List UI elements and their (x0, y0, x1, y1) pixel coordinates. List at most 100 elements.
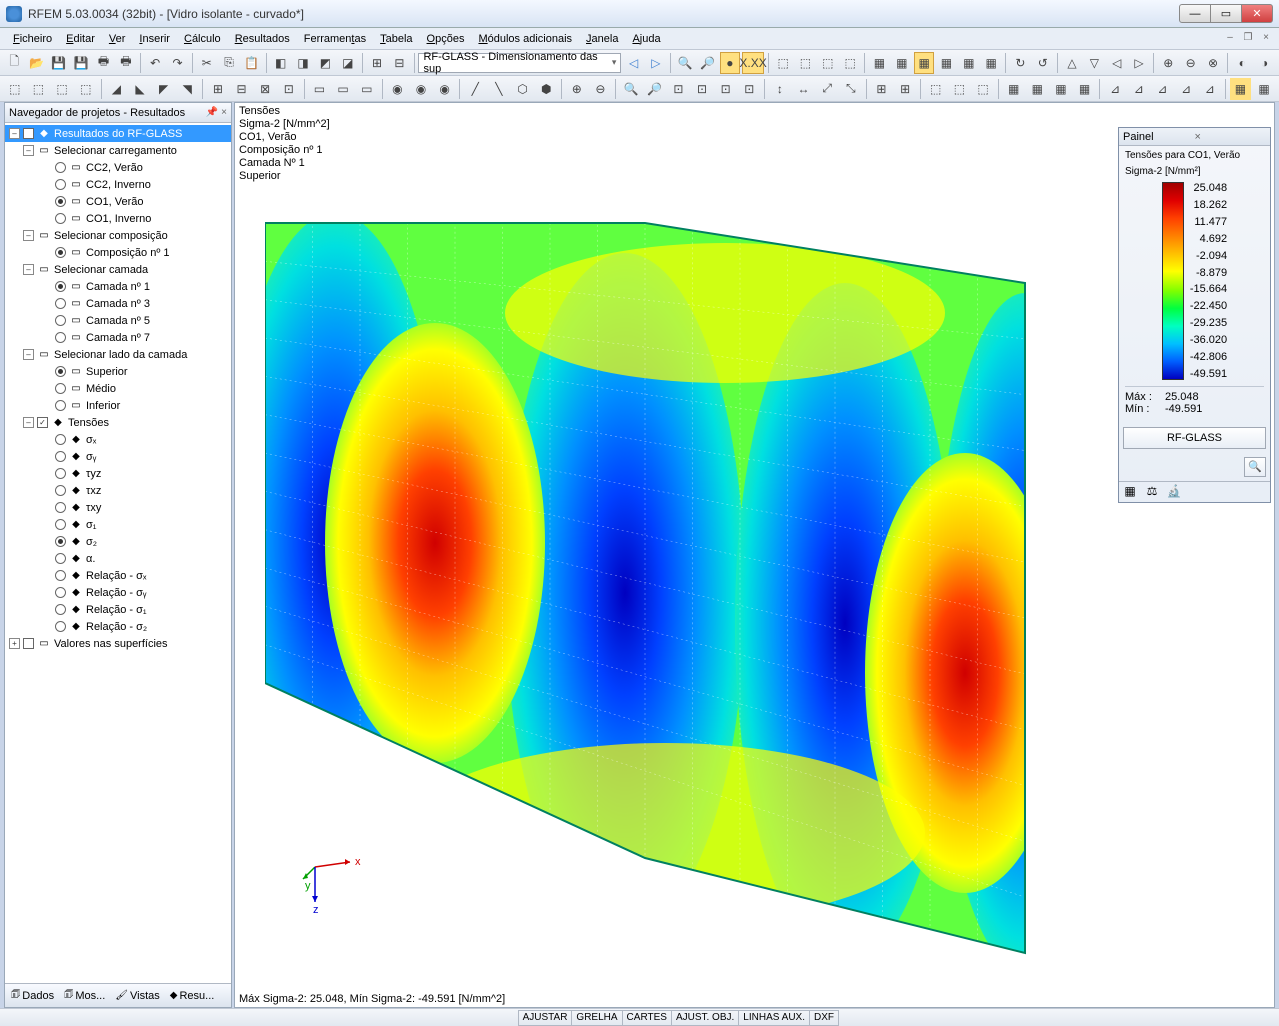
tb-d2[interactable]: ↺ (1033, 52, 1053, 74)
tb-e2[interactable]: ⊖ (1180, 52, 1200, 74)
tb-a1[interactable]: ◧ (271, 52, 291, 74)
tb-c4[interactable]: ⬚ (840, 52, 860, 74)
tree-tensao-10[interactable]: ◆Relação - σ₁ (5, 601, 231, 618)
tree-item-1-0[interactable]: ▭Composição nº 1 (5, 244, 231, 261)
menu-tabela[interactable]: Tabela (373, 31, 419, 47)
tree-item-3-2[interactable]: ▭Inferior (5, 397, 231, 414)
t2-aj[interactable]: ⊞ (894, 78, 916, 100)
t2-ar[interactable]: ⊿ (1104, 78, 1126, 100)
t2-q[interactable]: ◉ (410, 78, 432, 100)
tree-tensao-6[interactable]: ◆σ₂ (5, 533, 231, 550)
t2-d[interactable]: ⬚ (75, 78, 97, 100)
mdi-minimize[interactable]: – (1223, 32, 1237, 46)
status-ajustobj[interactable]: AJUST. OBJ. (671, 1010, 739, 1026)
tree-group-1[interactable]: –▭Selecionar composição (5, 227, 231, 244)
toolbar-combo[interactable]: RF-GLASS - Dimensionamento das sup (418, 53, 621, 73)
t2-u[interactable]: ⬡ (512, 78, 534, 100)
tb-a5[interactable]: ⊞ (367, 52, 387, 74)
maximize-button[interactable]: ▭ (1210, 4, 1242, 23)
tb-c2[interactable]: ⬚ (795, 52, 815, 74)
t2-au[interactable]: ⊿ (1175, 78, 1197, 100)
mdi-restore[interactable]: ❐ (1241, 32, 1255, 46)
painel-tab-2[interactable]: ⚖ (1143, 484, 1161, 500)
menu-ficheiro[interactable]: Ficheiro (6, 31, 59, 47)
t2-o[interactable]: ▭ (356, 78, 378, 100)
tree-tensoes[interactable]: –✓◆Tensões (5, 414, 231, 431)
nav-tab-mos[interactable]: 🗊 Mos... (60, 985, 109, 1006)
tb-a4[interactable]: ◪ (338, 52, 358, 74)
t2-c[interactable]: ⬚ (51, 78, 73, 100)
t2-r[interactable]: ◉ (434, 78, 456, 100)
nav-tab-vistas[interactable]: 🖌 Vistas (111, 988, 163, 1004)
t2-m[interactable]: ▭ (309, 78, 331, 100)
tree-item-2-2[interactable]: ▭Camada nº 5 (5, 312, 231, 329)
t2-ag[interactable]: ⤢ (816, 78, 838, 100)
tree-group-0[interactable]: –▭Selecionar carregamento (5, 142, 231, 159)
tb-printp[interactable]: 🖶 (116, 52, 136, 74)
tree-item-0-3[interactable]: ▭CO1, Inverno (5, 210, 231, 227)
navigator-pin[interactable]: 📌 (206, 107, 218, 118)
tree-tensao-5[interactable]: ◆σ₁ (5, 516, 231, 533)
tree-item-0-1[interactable]: ▭CC2, Inverno (5, 176, 231, 193)
tb-prev[interactable]: ◁ (623, 52, 643, 74)
tb-b4[interactable]: X.XX (742, 52, 764, 74)
tb-c8[interactable]: ▦ (936, 52, 956, 74)
tree-tensao-0[interactable]: ◆σₓ (5, 431, 231, 448)
t2-n[interactable]: ▭ (332, 78, 354, 100)
tree-item-2-3[interactable]: ▭Camada nº 7 (5, 329, 231, 346)
tb-a6[interactable]: ⊟ (389, 52, 409, 74)
tb-c1[interactable]: ⬚ (773, 52, 793, 74)
tree-root[interactable]: –◆Resultados do RF-GLASS (5, 125, 231, 142)
tb-d6[interactable]: ▷ (1129, 52, 1149, 74)
t2-g[interactable]: ◤ (153, 78, 175, 100)
tb-d3[interactable]: △ (1062, 52, 1082, 74)
tree-tensao-1[interactable]: ◆σᵧ (5, 448, 231, 465)
tb-next[interactable]: ▷ (646, 52, 666, 74)
status-ajustar[interactable]: AJUSTAR (518, 1010, 573, 1026)
t2-f[interactable]: ◣ (129, 78, 151, 100)
painel-tab-1[interactable]: ▦ (1121, 484, 1139, 500)
tb-undo[interactable]: ↶ (145, 52, 165, 74)
painel-tab-3[interactable]: 🔬 (1165, 484, 1183, 500)
t2-as[interactable]: ⊿ (1128, 78, 1150, 100)
painel-close[interactable]: × (1195, 131, 1267, 143)
tb-b2[interactable]: 🔎 (697, 52, 717, 74)
tree-valores[interactable]: +▭Valores nas superfícies (5, 635, 231, 652)
status-dxf[interactable]: DXF (809, 1010, 839, 1026)
t2-x[interactable]: ⊖ (590, 78, 612, 100)
tree-item-2-1[interactable]: ▭Camada nº 3 (5, 295, 231, 312)
t2-ad[interactable]: ⊡ (738, 78, 760, 100)
t2-l[interactable]: ⊡ (278, 78, 300, 100)
tree-item-3-1[interactable]: ▭Médio (5, 380, 231, 397)
tb-f1[interactable]: ◐ (1232, 52, 1252, 74)
tb-e3[interactable]: ⊗ (1203, 52, 1223, 74)
tree-tensao-7[interactable]: ◆α. (5, 550, 231, 567)
status-grelha[interactable]: GRELHA (571, 1010, 622, 1026)
tb-d1[interactable]: ↻ (1010, 52, 1030, 74)
tree-group-3[interactable]: –▭Selecionar lado da camada (5, 346, 231, 363)
t2-b[interactable]: ⬚ (28, 78, 50, 100)
tree-tensao-8[interactable]: ◆Relação - σₓ (5, 567, 231, 584)
tb-open[interactable]: 📂 (26, 52, 46, 74)
close-button[interactable]: ✕ (1241, 4, 1273, 23)
tree-tensao-3[interactable]: ◆τxz (5, 482, 231, 499)
menu-janela[interactable]: Janela (579, 31, 625, 47)
menu-editar[interactable]: Editar (59, 31, 102, 47)
t2-ax[interactable]: ▦ (1253, 78, 1275, 100)
tree-group-2[interactable]: –▭Selecionar camada (5, 261, 231, 278)
t2-i[interactable]: ⊞ (207, 78, 229, 100)
tb-save[interactable]: 💾 (49, 52, 69, 74)
tree-tensao-2[interactable]: ◆τyz (5, 465, 231, 482)
t2-h[interactable]: ◥ (176, 78, 198, 100)
tb-f2[interactable]: ◑ (1254, 52, 1274, 74)
t2-s[interactable]: ╱ (464, 78, 486, 100)
t2-y[interactable]: 🔍 (620, 78, 642, 100)
nav-tab-dados[interactable]: 🗊 Dados (7, 985, 58, 1006)
t2-aa[interactable]: ⊡ (668, 78, 690, 100)
tree-tensao-4[interactable]: ◆τxy (5, 499, 231, 516)
menu-calculo[interactable]: Cálculo (177, 31, 228, 47)
nav-tab-resu[interactable]: ◆ Resu... (166, 988, 219, 1004)
t2-a[interactable]: ⬚ (4, 78, 26, 100)
t2-ai[interactable]: ⊞ (871, 78, 893, 100)
tree-item-3-0[interactable]: ▭Superior (5, 363, 231, 380)
